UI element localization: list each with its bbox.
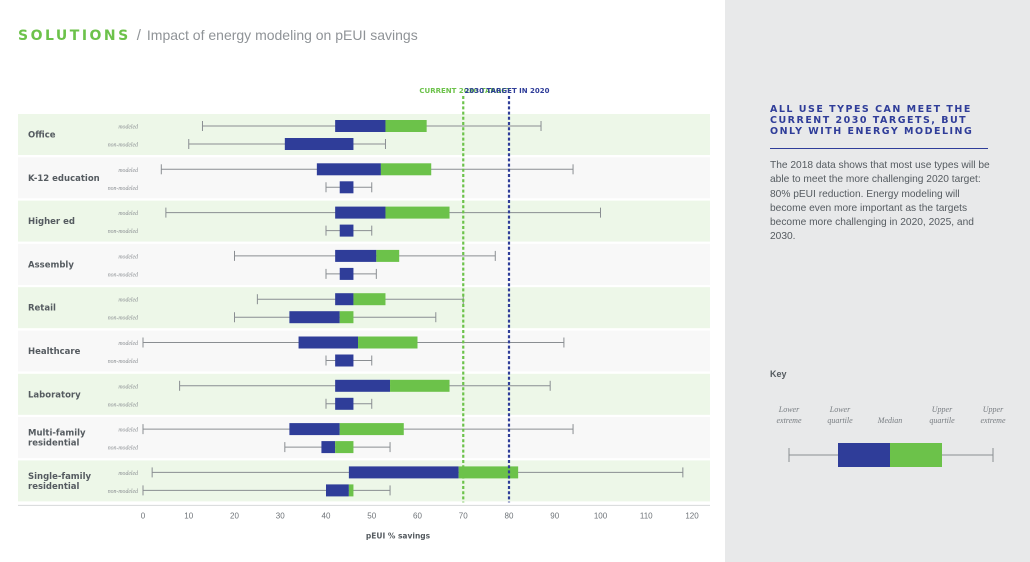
box-upper-healthcare-modeled: [358, 336, 418, 349]
row-label-k-12-education-non-modeled: non-modeled: [108, 186, 138, 192]
key-diagram: [788, 443, 994, 467]
row-label-office-modeled: modeled: [118, 125, 138, 131]
row-label-k-12-education-modeled: modeled: [118, 168, 138, 174]
box-lower-healthcare-modeled: [298, 336, 359, 349]
row-label-single-family-residential-modeled: modeled: [118, 471, 138, 477]
x-tick-label-100: 100: [594, 511, 608, 520]
page-header: SOLUTIONS / Impact of energy modeling on p…: [18, 27, 418, 44]
box-upper-multi-family-residential-modeled: [339, 423, 404, 436]
box-lower-healthcare-non-modeled: [335, 354, 354, 367]
row-label-assembly-modeled: modeled: [118, 254, 138, 260]
x-tick-label-120: 120: [685, 511, 699, 520]
category-label-k-12-education: K-12 education: [28, 174, 100, 184]
row-label-healthcare-modeled: modeled: [118, 341, 138, 347]
x-tick-label-40: 40: [322, 511, 331, 520]
category-label-healthcare: Healthcare: [28, 347, 81, 357]
reference-label-2: 2030 TARGET IN 2020: [464, 87, 549, 95]
category-label-single-family-residential: Single-family residential: [28, 472, 91, 492]
box-lower-assembly-non-modeled: [339, 267, 354, 280]
box-lower-laboratory-modeled: [335, 379, 391, 392]
box-lower-k-12-education-modeled: [316, 163, 381, 176]
x-tick-label-50: 50: [367, 511, 376, 520]
category-label-assembly: Assembly: [28, 260, 74, 270]
box-lower-higher-ed-non-modeled: [339, 224, 354, 237]
box-upper-office-modeled: [385, 120, 427, 132]
category-label-retail: Retail: [28, 304, 56, 314]
side-panel: [725, 0, 1030, 562]
panel-divider: [770, 148, 988, 149]
box-upper-single-family-residential-modeled: [458, 466, 519, 479]
box-lower-retail-modeled: [335, 293, 354, 306]
row-label-healthcare-non-modeled: non-modeled: [108, 359, 138, 365]
box-lower-single-family-residential-modeled: [348, 466, 459, 479]
box-lower-assembly-modeled: [335, 249, 377, 262]
x-tick-label-80: 80: [505, 511, 514, 520]
x-axis-label: pEUI % savings: [366, 531, 431, 540]
section-label: SOLUTIONS: [18, 28, 131, 44]
key-upper-extreme-label: Upper extreme: [980, 405, 1006, 425]
box-lower-retail-non-modeled: [289, 311, 340, 324]
row-label-higher-ed-non-modeled: non-modeled: [108, 229, 138, 235]
row-label-assembly-non-modeled: non-modeled: [108, 272, 138, 278]
x-tick-label-30: 30: [276, 511, 285, 520]
row-label-multi-family-residential-modeled: modeled: [118, 428, 138, 434]
box-lower-multi-family-residential-non-modeled: [321, 441, 336, 454]
key-upper-box: [890, 443, 942, 467]
box-lower-multi-family-residential-modeled: [289, 423, 340, 436]
row-label-single-family-residential-non-modeled: non-modeled: [108, 489, 138, 495]
box-upper-retail-modeled: [353, 293, 386, 306]
box-upper-multi-family-residential-non-modeled: [335, 441, 354, 454]
box-upper-assembly-modeled: [376, 249, 400, 262]
box-lower-higher-ed-modeled: [335, 206, 386, 219]
box-lower-laboratory-non-modeled: [335, 397, 354, 410]
key-lower-extreme-label: Lower extreme: [776, 405, 802, 425]
category-label-laboratory: Laboratory: [28, 390, 81, 400]
row-label-laboratory-modeled: modeled: [118, 384, 138, 390]
boxplot-chart: Office modeled non-modeled K-12 education mo…: [18, 87, 710, 540]
box-lower-k-12-education-non-modeled: [339, 181, 354, 194]
row-label-multi-family-residential-non-modeled: non-modeled: [108, 446, 138, 452]
box-lower-office-non-modeled: [284, 138, 354, 150]
reference-label-1: CURRENT 2030 TARGET: [419, 87, 511, 95]
key-lower-quartile-label: Lower quartile: [827, 405, 853, 425]
row-label-retail-modeled: modeled: [118, 298, 138, 304]
x-tick-label-60: 60: [413, 511, 422, 520]
row-label-office-non-modeled: non-modeled: [108, 143, 138, 149]
box-upper-higher-ed-modeled: [385, 206, 450, 219]
page-subtitle: Impact of energy modeling on pEUI saving…: [146, 27, 418, 43]
x-tick-label-0: 0: [141, 511, 146, 520]
x-tick-label-70: 70: [459, 511, 468, 520]
row-label-higher-ed-modeled: modeled: [118, 211, 138, 217]
key-title: Key: [770, 369, 787, 379]
row-label-retail-non-modeled: non-modeled: [108, 316, 138, 322]
category-label-multi-family-residential: Multi-family residential: [28, 429, 86, 449]
key-median-label: Median: [877, 416, 903, 425]
row-label-laboratory-non-modeled: non-modeled: [108, 402, 138, 408]
box-upper-retail-non-modeled: [339, 311, 354, 324]
box-upper-single-family-residential-non-modeled: [348, 484, 354, 497]
box-lower-single-family-residential-non-modeled: [326, 484, 349, 497]
key-upper-quartile-label: Upper quartile: [929, 405, 955, 425]
category-label-higher-ed: Higher ed: [28, 217, 75, 227]
panel-body: The 2018 data shows that most use types …: [770, 160, 990, 243]
box-upper-k-12-education-modeled: [380, 163, 432, 176]
header-separator: /: [136, 27, 141, 44]
panel-title: ALL USE TYPES CAN MEET THE CURRENT 2030 …: [770, 104, 974, 137]
x-tick-label-10: 10: [184, 511, 193, 520]
box-lower-office-modeled: [335, 120, 386, 132]
x-tick-label-90: 90: [550, 511, 559, 520]
x-tick-label-110: 110: [640, 511, 653, 520]
key-lower-box: [838, 443, 890, 467]
category-label-office: Office: [28, 131, 56, 141]
x-tick-label-20: 20: [230, 511, 239, 520]
box-upper-laboratory-modeled: [390, 379, 450, 392]
